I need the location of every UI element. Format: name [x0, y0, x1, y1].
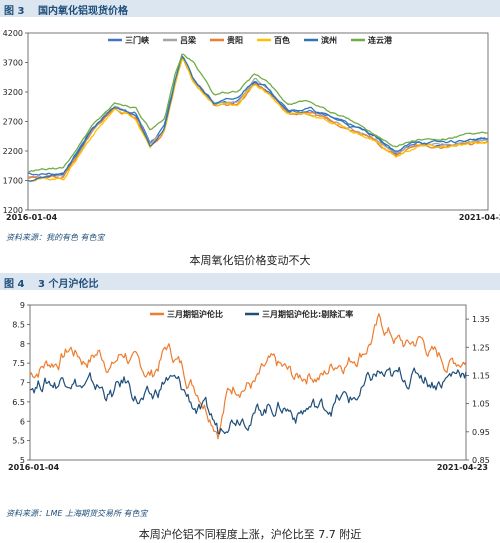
series-line-2 [29, 366, 467, 435]
figure4-source: 资料来源：LME 上海期货交易所 有色宝 [6, 509, 148, 518]
legend-label: 滨州 [321, 35, 337, 45]
y2-tick-label: 1.05 [472, 400, 490, 409]
figure3-label: 图 3 [4, 6, 25, 17]
y-tick-label: 5 [20, 456, 25, 465]
figure3-header: 图 3 国内氧化铝现货价格 [0, 0, 500, 17]
price-chart: 1200 1700 2200 2700 3200 3700 4200 2016-01-04 20… [3, 29, 500, 222]
figure3-title: 国内氧化铝现货价格 [38, 6, 128, 17]
price-chart-legend: 三门峡 吕梁 贵阳 百色 滨州 连云港 [108, 35, 393, 45]
y-tick-label: 8 [20, 340, 25, 349]
series-line-2 [28, 55, 489, 179]
ratio-chart-axes: 5 5.5 6 6.5 7 7.5 8 8.5 9 0.85 0.95 1.05 1.15 1.25 1.3… [8, 301, 490, 472]
legend-label: 三月期铝沪伦比:剔除汇率 [262, 309, 353, 319]
figure4-header: 图 4 3 个月沪伦比 [0, 273, 500, 290]
y-tick-label: 4200 [3, 29, 23, 38]
y2-tick-label: 1.15 [472, 371, 490, 380]
y-tick-label: 2200 [3, 147, 23, 156]
price-chart-series [27, 53, 489, 183]
x-tick-label: 2021-04-23 [459, 213, 500, 222]
x-tick-label: 2016-01-04 [6, 213, 58, 222]
y-tick-label: 3200 [3, 88, 23, 97]
x-tick-label: 2021-04-23 [437, 463, 488, 472]
y-tick-label: 7.5 [12, 359, 25, 368]
figure4-label: 图 4 [4, 279, 25, 290]
series-line-6 [27, 53, 489, 173]
legend-label: 百色 [274, 35, 290, 45]
y-tick-label: 2700 [3, 118, 23, 127]
legend-label: 三月期铝沪伦比 [167, 309, 223, 319]
ratio-chart: 5 5.5 6 6.5 7 7.5 8 8.5 9 0.85 0.95 1.05 1.15 1.25 1.3… [8, 301, 490, 472]
legend-label: 吕梁 [180, 35, 197, 45]
series-line-3 [27, 58, 489, 180]
figure4-caption: 本周沪伦铝不同程度上涨，沪伦比至 7.7 附近 [138, 528, 362, 541]
legend-label: 三门峡 [125, 35, 150, 45]
y-tick-label: 3700 [3, 59, 23, 68]
price-chart-axes: 1200 1700 2200 2700 3200 3700 4200 2016-01-04 20… [3, 29, 500, 222]
plot-frame [27, 32, 489, 211]
ratio-chart-series [29, 313, 467, 440]
y2-tick-label: 1.35 [472, 315, 490, 324]
figure4-title: 3 个月沪伦比 [38, 279, 99, 290]
series-line-5 [27, 55, 489, 182]
y2-tick-label: 0.85 [472, 456, 490, 465]
y-tick-label: 8.5 [12, 320, 25, 329]
x-tick-label: 2016-01-04 [8, 463, 60, 472]
y-tick-label: 1700 [3, 177, 23, 186]
y-tick-label: 6 [20, 417, 25, 426]
y-tick-label: 9 [20, 301, 25, 310]
y2-tick-label: 0.95 [472, 428, 490, 437]
series-line-1 [29, 313, 467, 440]
series-line-4 [27, 59, 489, 183]
y-tick-label: 1200 [3, 206, 23, 215]
figure3-caption: 本周氧化铝价格变动不大 [189, 254, 311, 267]
y-tick-label: 5.5 [12, 437, 25, 446]
y-tick-label: 7 [20, 379, 25, 388]
legend-label: 连云港 [368, 35, 393, 45]
figure3-source: 资料来源：我的有色 有色宝 [6, 233, 105, 242]
y2-tick-label: 1.25 [472, 343, 490, 352]
legend-label: 贵阳 [227, 35, 243, 45]
ratio-chart-legend: 三月期铝沪伦比 三月期铝沪伦比:剔除汇率 [150, 309, 353, 319]
y-tick-label: 6.5 [12, 398, 25, 407]
